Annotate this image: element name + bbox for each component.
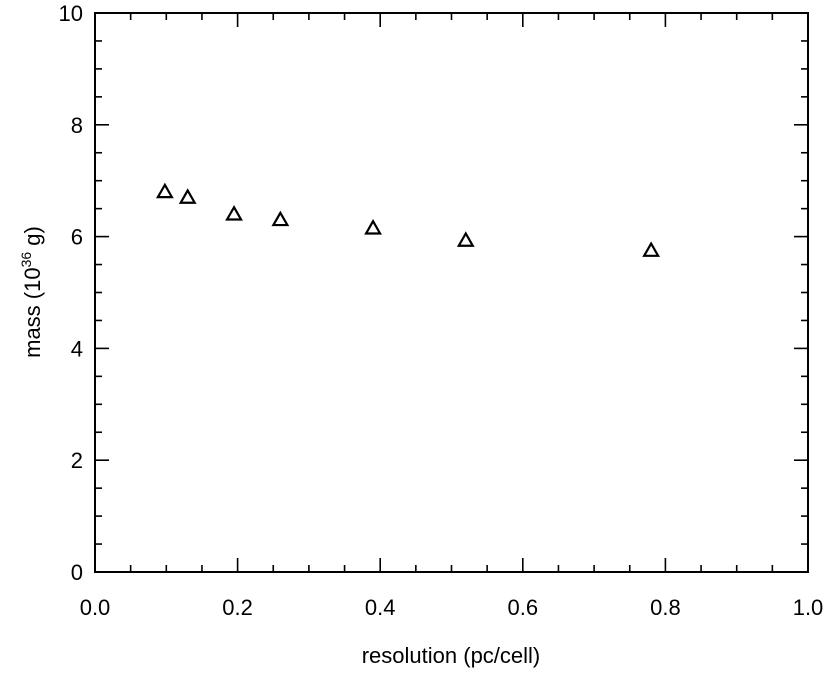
y-tick-label: 6 [71, 225, 83, 250]
data-point-triangle [364, 218, 382, 235]
x-tick-label: 0.6 [508, 595, 539, 620]
data-point-triangle [642, 241, 661, 257]
y-axis-label-prefix: mass (10 [20, 267, 45, 357]
data-point-triangle [456, 231, 475, 247]
data-point-triangle [155, 182, 174, 199]
data-points [155, 182, 661, 257]
y-axis-label-suffix: g) [20, 226, 45, 252]
x-tick-label: 0.0 [80, 595, 111, 620]
y-tick-label: 2 [71, 448, 83, 473]
y-tick-label: 8 [71, 113, 83, 138]
x-tick-label: 0.2 [222, 595, 253, 620]
data-point-triangle [225, 205, 243, 221]
plot-frame [94, 12, 809, 573]
x-tick-label: 0.8 [650, 595, 681, 620]
y-tick-label: 4 [71, 336, 83, 361]
y-tick-label: 0 [71, 560, 83, 585]
data-point-triangle [178, 188, 197, 204]
x-tick-label: 1.0 [793, 595, 824, 620]
y-axis-label: mass (1036 g) [18, 226, 45, 358]
y-tick-labels: 0 2 4 6 8 10 [59, 1, 83, 585]
y-axis-label-superscript: 36 [18, 252, 34, 268]
x-tick-labels: 0.0 0.2 0.4 0.6 0.8 1.0 [80, 595, 824, 620]
data-point-triangle [271, 210, 290, 227]
x-axis-label: resolution (pc/cell) [362, 643, 541, 668]
y-tick-label: 10 [59, 1, 83, 26]
x-tick-label: 0.4 [365, 595, 396, 620]
axis-ticks [94, 12, 809, 573]
